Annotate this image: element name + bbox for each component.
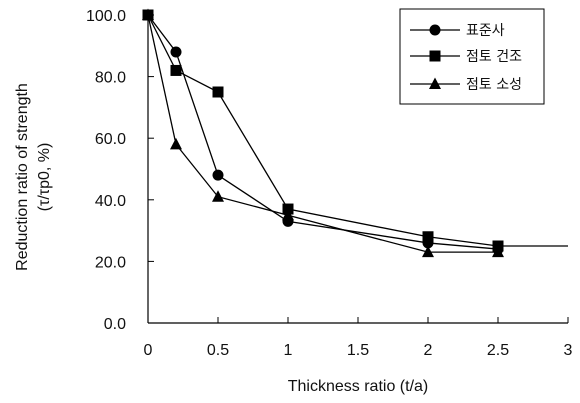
y-tick-label: 20.0 [95, 254, 126, 271]
y-axis-title-line2: (τ/τp0, %) [36, 143, 53, 212]
series-layer [142, 8, 568, 258]
series-line [147, 14, 499, 247]
x-tick-label: 1.5 [347, 342, 369, 359]
x-tick-label: 2.5 [487, 342, 509, 359]
y-tick-label: 100.0 [86, 8, 126, 25]
series-line [147, 14, 499, 250]
data-point-triangle [492, 245, 504, 258]
data-point-circle [170, 46, 182, 58]
x-axis-title: Thickness ratio (t/a) [288, 378, 428, 395]
x-tick-label: 1 [284, 342, 293, 359]
x-tick-label: 0.5 [207, 342, 229, 359]
x-tick-label: 2 [424, 342, 433, 359]
y-axis-title: Reduction ratio of strength (τ/τp0, %) [14, 83, 53, 271]
y-tick-label: 80.0 [95, 70, 126, 87]
legend-marker-square [429, 50, 441, 62]
data-point-square [422, 231, 434, 243]
legend-marker-triangle [429, 77, 441, 89]
legend-item: 표준사 [410, 23, 505, 39]
data-point-triangle [212, 190, 224, 202]
data-point-square [170, 64, 182, 76]
series-triangle [142, 8, 504, 258]
legend-marker-circle [429, 24, 441, 36]
legend-label: 점토 소성 [466, 77, 522, 93]
data-point-square [212, 86, 224, 98]
legend-label: 점토 건조 [466, 49, 522, 65]
tick-marks [147, 14, 569, 324]
x-tick-label: 0 [144, 342, 153, 359]
data-point-triangle [422, 245, 434, 258]
tick-labels: 0.0 20.0 40.0 60.0 80.0 100.0 0 0.5 1 1.5 2 2.5 3 [86, 8, 573, 359]
legend-item: 점토 건조 [410, 49, 522, 65]
y-tick-label: 40.0 [95, 193, 126, 210]
data-point-triangle [170, 137, 182, 150]
data-point-triangle [282, 208, 294, 221]
y-tick-label: 60.0 [95, 131, 126, 148]
legend-item: 점토 소성 [410, 77, 522, 93]
y-tick-label: 0.0 [104, 316, 126, 333]
legend-label: 표준사 [466, 23, 505, 39]
series-line [147, 14, 498, 253]
x-tick-label: 3 [564, 342, 573, 359]
data-point-triangle [142, 8, 154, 20]
data-point-circle [212, 169, 224, 181]
y-axis-title-line1: Reduction ratio of strength [14, 83, 31, 271]
